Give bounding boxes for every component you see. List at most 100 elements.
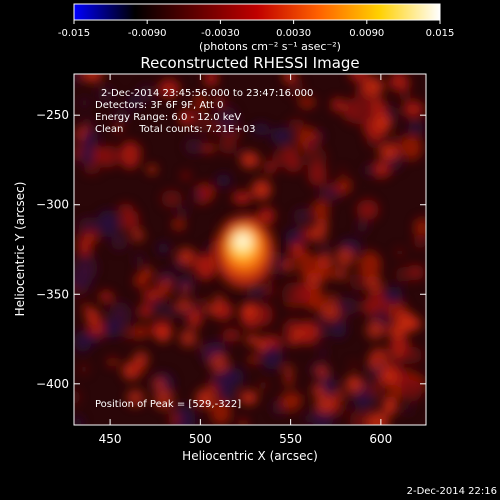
annotation-energy-range: Energy Range: 6.0 - 12.0 keV	[95, 112, 241, 123]
heatmap-texture-blob	[296, 127, 320, 152]
heatmap-texture-blob	[337, 167, 347, 174]
heatmap-texture-blob	[154, 389, 174, 410]
heatmap-texture-blob	[118, 203, 134, 216]
heatmap-texture-blob	[402, 100, 424, 118]
heatmap-texture-blob	[349, 361, 359, 369]
heatmap-texture-blob	[216, 174, 232, 187]
heatmap-texture-blob	[365, 320, 385, 340]
heatmap-texture-blob	[339, 405, 350, 413]
heatmap-texture-blob	[205, 243, 216, 252]
heatmap-texture-blob	[306, 272, 323, 289]
heatmap-texture-blob	[356, 220, 368, 233]
colorbar-ticks: -0.015 -0.0090 -0.0030 0.0030 0.0090 0.015	[58, 20, 454, 39]
heatmap-texture-blob	[74, 330, 92, 353]
heatmap-texture-blob	[395, 266, 414, 283]
heatmap-texture-blob	[184, 138, 204, 155]
heatmap-texture-blob	[239, 390, 258, 405]
heatmap-texture-blob	[264, 287, 274, 296]
heatmap-texture-blob	[176, 247, 195, 266]
timestamp: 2-Dec-2014 22:16	[407, 486, 497, 497]
heatmap-texture-blob	[403, 346, 423, 364]
heatmap-texture-blob	[396, 311, 416, 334]
heatmap-texture-blob	[82, 118, 92, 126]
heatmap-texture-blob	[288, 118, 305, 131]
colorbar: -0.015 -0.0090 -0.0030 0.0030 0.0090 0.015 (p…	[58, 3, 454, 53]
heatmap-texture-blob	[135, 272, 150, 288]
heatmap-texture-blob	[213, 294, 224, 304]
colorbar-unit-label: (photons cm⁻² s⁻¹ asec⁻²)	[199, 40, 341, 53]
heatmap-emission	[74, 74, 426, 425]
heatmap-texture-blob	[240, 151, 260, 169]
heatmap-texture-blob	[311, 384, 325, 397]
heatmap-texture-blob	[132, 350, 149, 367]
heatmap-texture-blob	[139, 303, 152, 319]
heatmap-texture-blob	[319, 301, 339, 321]
heatmap-texture-blob	[74, 417, 84, 425]
heatmap-texture-blob	[193, 190, 205, 200]
heatmap-texture-blob	[155, 327, 171, 343]
heatmap-texture-blob	[149, 296, 165, 315]
heatmap-texture-blob	[99, 144, 118, 169]
peak-source	[214, 216, 275, 289]
heatmap-texture-blob	[163, 305, 179, 318]
heatmap-texture-blob	[206, 303, 219, 316]
heatmap-texture-blob	[216, 106, 239, 133]
heatmap-texture-blob	[120, 212, 140, 232]
heatmap-texture-blob	[286, 323, 297, 332]
annotation-total-counts: Clean Total counts: 7.21E+03	[95, 124, 255, 135]
heatmap-texture-blob	[219, 385, 235, 401]
heatmap-texture-blob	[369, 357, 381, 370]
heatmap-texture-blob	[321, 243, 330, 255]
heatmap-texture-blob	[403, 405, 413, 413]
annotation-time-range: 2-Dec-2014 23:45:56.000 to 23:47:16.000	[101, 88, 313, 99]
heatmap-texture-blob	[195, 296, 208, 311]
heatmap-texture-blob	[388, 74, 411, 91]
heatmap-texture-blob	[379, 366, 399, 386]
heatmap-texture-blob	[366, 275, 383, 292]
heatmap-texture-blob	[172, 217, 186, 231]
colorbar-tick-label: -0.015	[58, 28, 90, 39]
heatmap-texture-blob	[363, 164, 377, 176]
heatmap-texture-blob	[399, 89, 411, 101]
x-tick-label: 450	[99, 432, 122, 446]
heatmap-texture-blob	[283, 365, 294, 376]
heatmap-texture-blob	[334, 267, 347, 281]
heatmap-texture-blob	[83, 230, 99, 245]
x-tick-label: 500	[189, 432, 212, 446]
heatmap-texture-blob	[369, 97, 387, 119]
heatmap-texture-blob	[193, 94, 207, 110]
heatmap-texture-blob	[96, 209, 120, 238]
heatmap-texture-blob	[142, 289, 160, 302]
heatmap-texture-blob	[289, 241, 306, 260]
heatmap-texture-blob	[209, 353, 229, 373]
heatmap-texture-blob	[252, 122, 270, 136]
heatmap-texture-blob	[316, 254, 332, 270]
heatmap-texture-blob	[365, 411, 389, 425]
heatmap-texture-blob	[114, 108, 129, 122]
heatmap-texture-blob	[407, 121, 424, 135]
heatmap-texture-blob	[289, 300, 298, 308]
heatmap-texture-blob	[111, 233, 128, 251]
heatmap-texture-blob	[272, 150, 287, 168]
heatmap-texture-blob	[375, 114, 392, 133]
heatmap-texture-blob	[383, 286, 403, 304]
heatmap-texture-blob	[84, 161, 101, 175]
heatmap-texture-blob	[81, 128, 99, 149]
heatmap-texture-blob	[74, 253, 98, 283]
heatmap-texture-blob	[314, 394, 335, 414]
heatmap-texture-blob	[181, 171, 191, 181]
heatmap-texture-blob	[413, 233, 426, 249]
peak-position-label: Position of Peak = [529,-322]	[95, 399, 241, 410]
heatmap-texture-blob	[238, 418, 248, 425]
heatmap-texture-blob	[303, 413, 315, 423]
heatmap-texture-blob	[98, 291, 114, 303]
heatmap-texture-blob	[81, 74, 104, 83]
heatmap-texture-blob	[311, 199, 330, 221]
heatmap-texture-blob	[198, 394, 209, 405]
heatmap-texture-blob	[348, 74, 369, 83]
heatmap-texture-blob	[107, 357, 118, 367]
heatmap-texture-blob	[293, 281, 312, 304]
heatmap-texture-blob	[394, 247, 405, 258]
heatmap-texture-blob	[187, 309, 203, 329]
heatmap-texture-blob	[212, 96, 226, 108]
